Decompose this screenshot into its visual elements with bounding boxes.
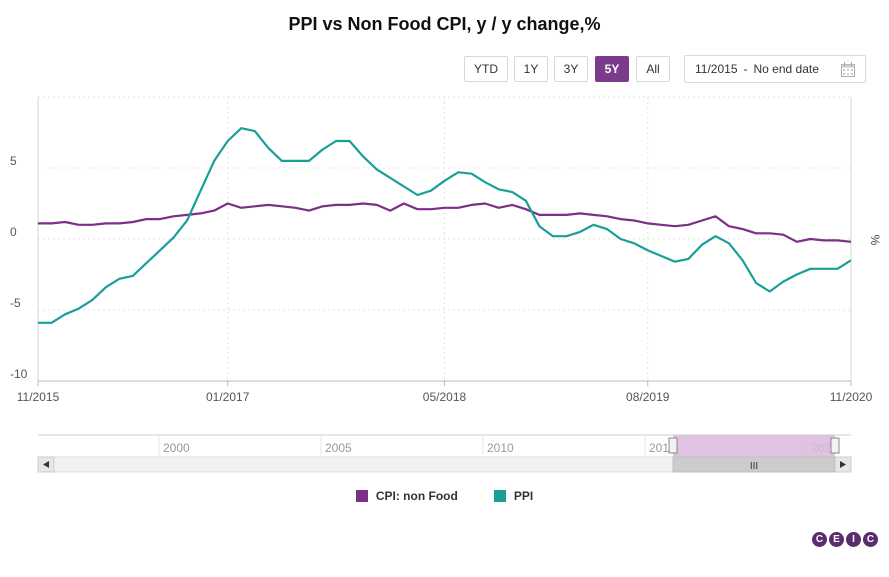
logo-letter: C <box>863 532 878 547</box>
legend-label-cpi: CPI: non Food <box>375 489 458 503</box>
legend-item-cpi[interactable]: CPI: non Food <box>355 489 458 503</box>
x-tick-label: 01/2017 <box>206 390 250 404</box>
legend-item-ppi[interactable]: PPI <box>493 489 534 503</box>
y-axis-unit-label: % <box>868 235 882 246</box>
navigator-right-handle[interactable] <box>830 437 840 454</box>
x-tick-label: 05/2018 <box>423 390 467 404</box>
navigator-year-2000: 2000 <box>163 441 190 455</box>
arrow-left-icon <box>43 461 49 468</box>
y-tick-label: 0 <box>10 225 17 239</box>
legend-label-ppi: PPI <box>513 489 534 503</box>
legend-swatch-ppi <box>493 490 506 502</box>
legend-swatch-cpi <box>355 490 368 502</box>
arrow-right-icon <box>840 461 846 468</box>
x-tick-label: 08/2019 <box>626 390 670 404</box>
navigator-year-2005: 2005 <box>325 441 352 455</box>
date-range-picker[interactable]: 11/2015 - No end date <box>684 55 866 83</box>
range-button-ytd[interactable]: YTD <box>464 56 508 82</box>
scrollbar-thumb[interactable] <box>672 456 836 473</box>
chart-area: -10-505 11/2015 01/2017 05/2018 08/2019 11/2… <box>10 96 882 404</box>
navigator-selection[interactable] <box>673 435 835 457</box>
range-button-5y[interactable]: 5Y <box>595 56 629 82</box>
navigator-left-handle[interactable] <box>668 437 678 454</box>
date-from: 11/2015 <box>695 62 738 76</box>
series-lines <box>38 127 852 324</box>
y-tick-label: -5 <box>10 296 21 310</box>
chart-title: PPI vs Non Food CPI, y / y change,% <box>288 14 601 34</box>
series-line-ppi <box>38 127 852 324</box>
logo-letter: E <box>829 532 844 547</box>
range-button-1y[interactable]: 1Y <box>514 56 548 82</box>
navigator-year-201: 201 <box>649 441 669 455</box>
y-tick-label: -10 <box>10 367 28 381</box>
chart-grid <box>37 96 852 386</box>
x-tick-labels: 11/2015 01/2017 05/2018 08/2019 11/2020 <box>17 390 873 404</box>
calendar-icon[interactable] <box>841 62 855 77</box>
logo-letter: I <box>846 532 861 547</box>
series-line-cpi-non-food <box>38 202 852 243</box>
navigator[interactable]: 2000 2005 2010 201 202 III <box>0 430 889 475</box>
range-button-all[interactable]: All <box>636 56 670 82</box>
y-tick-labels: -10 -5 0 5 <box>10 154 28 381</box>
date-to: No end date <box>753 62 819 76</box>
x-tick-label: 11/2020 <box>830 390 873 404</box>
scrollbar-grip: III <box>750 461 758 472</box>
date-separator: - <box>743 62 748 76</box>
legend: CPI: non Food PPI <box>0 489 889 503</box>
ceic-logo: C E I C <box>812 532 878 547</box>
range-button-3y[interactable]: 3Y <box>554 56 588 82</box>
y-tick-label: 5 <box>10 154 17 168</box>
x-tick-label: 11/2015 <box>17 390 60 404</box>
logo-letter: C <box>812 532 827 547</box>
navigator-year-2010: 2010 <box>487 441 514 455</box>
